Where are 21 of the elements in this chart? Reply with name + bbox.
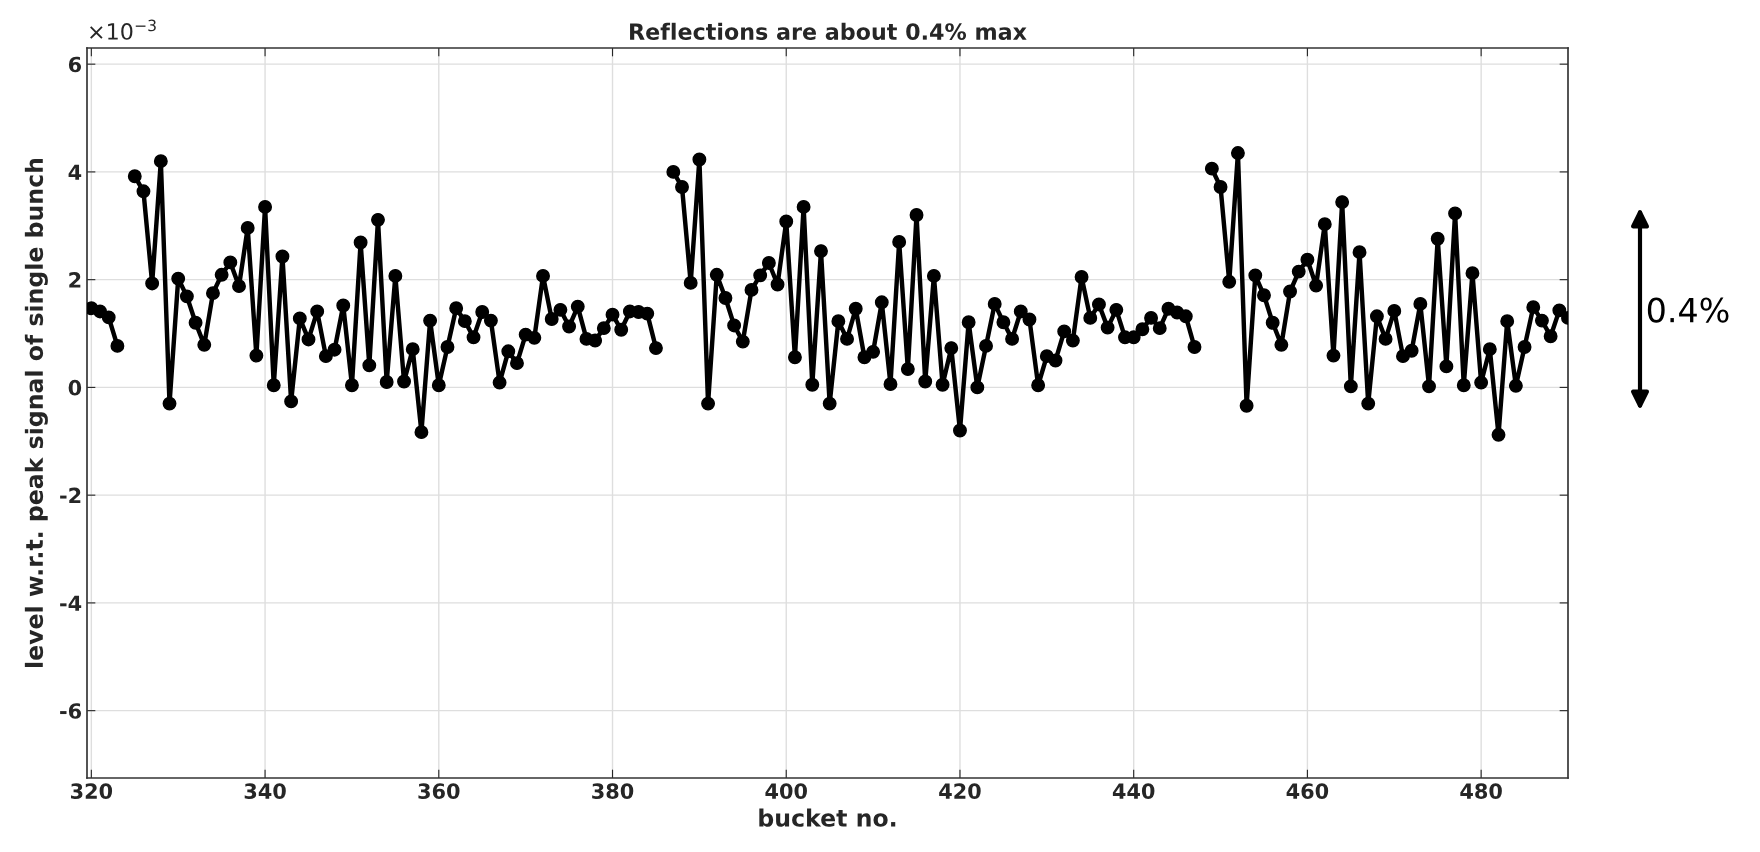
x-tick-label: 360 [418,783,460,799]
y-tick-label: -6 [60,703,82,719]
x-tick-label: 320 [70,783,113,799]
x-tick-label: 420 [939,783,981,799]
y-tick-label: 4 [68,164,82,180]
chart-title: Reflections are about 0.4% max [630,22,1027,40]
x-tick-label: 440 [1112,783,1155,799]
x-tick-label: 340 [244,783,286,799]
text: 0.4% [1647,297,1729,323]
y-tick-label: -4 [60,595,82,611]
x-tick-label: 400 [765,783,807,799]
y-tick-label: 0 [68,379,82,396]
y-tick-label: -2 [60,487,81,504]
y-tick-label: 6 [68,56,82,73]
x-axis-title: bucket no. [759,808,896,827]
x-tick-label: 380 [592,783,634,799]
x-tick-label: 480 [1460,783,1502,799]
x-tick-label: 460 [1286,783,1329,799]
y-axis-title: level w.r.t. peak signal of single bunch [24,158,48,667]
text: ×10$^{−3}$ [90,19,156,40]
y-tick-label: 2 [69,272,81,288]
